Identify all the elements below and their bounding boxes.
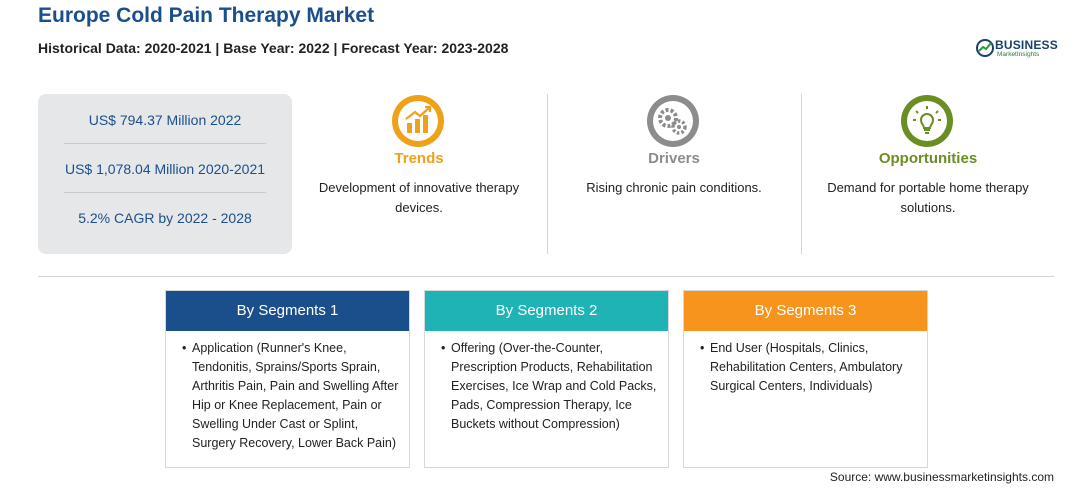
stat-cagr: 5.2% CAGR by 2022 - 2028: [78, 210, 252, 226]
segment-card-3: By Segments 3 • End User (Hospitals, Cli…: [683, 290, 928, 468]
source-citation: Source: www.businessmarketinsights.com: [829, 470, 1054, 484]
page-subtitle: Historical Data: 2020-2021 | Base Year: …: [38, 40, 509, 56]
stat-market-value-2022: US$ 794.37 Million 2022: [88, 112, 242, 128]
drivers-title: Drivers: [648, 150, 700, 167]
page-title: Europe Cold Pain Therapy Market: [38, 4, 375, 27]
opportunities-text: Demand for portable home therapy solutio…: [827, 180, 1029, 215]
segment-3-text: End User (Hospitals, Clinics, Rehabilita…: [710, 341, 903, 393]
drivers-column: Drivers Rising chronic pain conditions.: [549, 94, 799, 254]
segment-card-2: By Segments 2 • Offering (Over-the-Count…: [424, 290, 669, 468]
segment-3-body: • End User (Hospitals, Clinics, Rehabili…: [684, 331, 927, 396]
gears-icon: [647, 95, 699, 147]
bullet: •: [441, 341, 446, 355]
stat-divider: [64, 143, 266, 144]
segment-2-text: Offering (Over-the-Counter, Prescription…: [451, 341, 657, 431]
stat-market-value-historical: US$ 1,078.04 Million 2020-2021: [64, 161, 266, 177]
segment-1-header: By Segments 1: [166, 291, 409, 331]
brand-logo: BUSINESS MarketInsights: [975, 36, 1065, 60]
stat-divider: [64, 192, 266, 193]
segment-1-body: • Application (Runner's Knee, Tendonitis…: [166, 331, 409, 453]
segment-2-body: • Offering (Over-the-Counter, Prescripti…: [425, 331, 668, 434]
trends-title: Trends: [394, 150, 444, 167]
segment-card-1: By Segments 1 • Application (Runner's Kn…: [165, 290, 410, 468]
trends-text: Development of innovative therapy device…: [318, 180, 520, 215]
segment-2-header: By Segments 2: [425, 291, 668, 331]
opportunities-column: Opportunities Demand for portable home t…: [803, 94, 1053, 254]
trends-column: Trends Development of innovative therapy…: [294, 94, 544, 254]
logo-name: BUSINESS: [995, 38, 1058, 52]
drivers-text: Rising chronic pain conditions.: [586, 180, 762, 195]
logo-tagline: MarketInsights: [997, 51, 1040, 58]
market-stats-panel: US$ 794.37 Million 2022 US$ 1,078.04 Mil…: [38, 94, 292, 254]
segment-1-text: Application (Runner's Knee, Tendonitis, …: [192, 341, 399, 450]
column-divider: [547, 94, 548, 254]
lightbulb-icon: [901, 95, 953, 147]
opportunities-title: Opportunities: [878, 150, 978, 167]
globe-logo-icon: [976, 39, 994, 57]
bullet: •: [700, 341, 705, 355]
chart-growth-icon: [392, 95, 444, 147]
section-divider: [38, 276, 1054, 277]
segment-3-header: By Segments 3: [684, 291, 927, 331]
column-divider: [801, 94, 802, 254]
bullet: •: [182, 341, 187, 355]
